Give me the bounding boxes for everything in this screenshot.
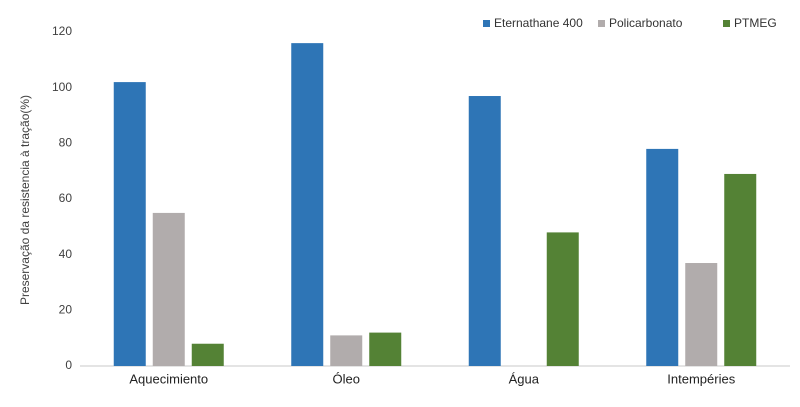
x-tick-label: Óleo xyxy=(333,371,360,386)
bar xyxy=(291,43,324,367)
bar xyxy=(152,212,185,366)
legend-swatch xyxy=(483,20,490,27)
bar xyxy=(546,232,579,366)
legend-label: PTMEG xyxy=(734,16,777,30)
y-tick-label: 60 xyxy=(59,191,73,205)
bar xyxy=(113,82,146,366)
bar xyxy=(330,335,363,366)
legend-label: Eternathane 400 xyxy=(494,16,583,30)
bar xyxy=(191,343,224,366)
x-tick-label: Intempéries xyxy=(667,371,735,386)
bar xyxy=(724,173,757,366)
bar xyxy=(369,332,402,366)
y-tick-label: 20 xyxy=(59,303,73,317)
legend-label: Policarbonato xyxy=(609,16,683,30)
y-axis-title: Preservação da resistencia à tração(%) xyxy=(18,95,32,305)
legend-swatch xyxy=(598,20,605,27)
y-tick-label: 80 xyxy=(59,136,73,150)
legend-swatch xyxy=(723,20,730,27)
x-tick-label: Água xyxy=(509,371,540,386)
bar xyxy=(685,263,718,366)
y-tick-label: 0 xyxy=(65,358,72,372)
bar xyxy=(646,148,679,366)
y-tick-label: 40 xyxy=(59,247,73,261)
y-tick-label: 100 xyxy=(52,80,72,94)
y-tick-label: 120 xyxy=(52,24,72,38)
x-tick-label: Aquecimiento xyxy=(129,371,208,386)
bar xyxy=(468,96,501,367)
